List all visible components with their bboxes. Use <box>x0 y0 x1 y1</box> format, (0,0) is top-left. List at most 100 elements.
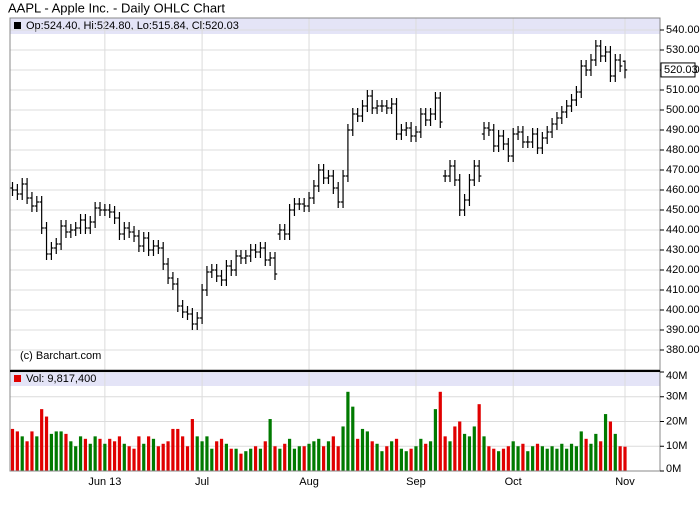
volume-bar <box>584 438 588 471</box>
volume-bar <box>467 436 472 471</box>
volume-bar <box>185 446 190 471</box>
volume-bar <box>599 441 603 471</box>
volume-bar <box>312 441 316 471</box>
volume-bar <box>239 453 243 471</box>
volume-y-tick-label: 0M <box>666 463 681 475</box>
y-tick-label: 420.00 <box>666 264 700 276</box>
volume-bar <box>448 441 452 471</box>
volume-bar <box>326 441 331 471</box>
volume-y-tick-label: 20M <box>666 415 687 427</box>
volume-bar <box>370 441 374 471</box>
volume-bar <box>424 443 428 471</box>
volume-bar <box>404 451 408 471</box>
volume-bar <box>171 428 175 471</box>
volume-bar <box>360 428 365 471</box>
last-price-label: 520.03 <box>664 64 698 76</box>
volume-bar <box>492 448 496 471</box>
volume-bar <box>589 443 593 471</box>
volume-bar <box>74 446 78 471</box>
volume-bar <box>229 448 233 471</box>
y-tick-label: 460.00 <box>666 184 700 196</box>
volume-bar <box>205 436 209 471</box>
y-tick-label: 490.00 <box>666 124 700 136</box>
volume-bar <box>224 443 228 471</box>
volume-bar <box>443 436 447 471</box>
y-tick-label: 500.00 <box>666 104 700 116</box>
volume-bar <box>472 426 476 471</box>
volume-bar <box>462 433 467 471</box>
volume-bar <box>15 431 19 471</box>
volume-bar <box>497 451 501 471</box>
volume-bar <box>137 436 141 471</box>
volume-bar <box>390 441 394 471</box>
volume-bar <box>526 451 530 471</box>
volume-bar <box>511 441 515 471</box>
volume-bar <box>356 438 360 471</box>
volume-bar <box>618 446 622 471</box>
credit: (c) Barchart.com <box>20 350 101 362</box>
volume-bar <box>142 443 146 471</box>
volume-bar <box>83 438 88 471</box>
x-tick-label: Nov <box>615 476 635 488</box>
y-tick-label: 400.00 <box>666 304 700 316</box>
x-tick-label: Aug <box>299 476 319 488</box>
volume-bar <box>482 436 486 471</box>
volume-bar <box>477 404 481 471</box>
volume-bar <box>307 443 311 471</box>
volume-bar <box>273 446 277 471</box>
volume-bar <box>501 448 506 471</box>
volume-bar <box>535 443 540 471</box>
volume-bar <box>322 446 326 471</box>
volume-bar <box>40 409 44 471</box>
volume-bar <box>506 446 510 471</box>
volume-bar <box>531 446 535 471</box>
volume-bar <box>287 438 292 471</box>
volume-y-tick-label: 30M <box>666 391 687 403</box>
volume-bar <box>78 436 83 471</box>
volume-bar <box>608 421 613 471</box>
volume-legend-swatch <box>14 375 21 382</box>
y-tick-label: 480.00 <box>666 144 700 156</box>
y-tick-label: 510.00 <box>666 84 700 96</box>
y-tick-label: 430.00 <box>666 244 700 256</box>
volume-label: Vol: 9,817,400 <box>26 373 96 385</box>
volume-bar <box>181 436 185 471</box>
volume-bar <box>210 448 214 471</box>
volume-bar <box>317 438 321 471</box>
volume-bar <box>93 436 97 471</box>
volume-bar <box>365 431 369 471</box>
last-price-box <box>660 62 696 78</box>
volume-bar <box>540 446 544 471</box>
volume-bar <box>458 421 462 471</box>
volume-bar <box>103 443 107 471</box>
volume-bar <box>394 438 399 471</box>
volume-bar <box>117 436 122 471</box>
volume-bar <box>20 436 24 471</box>
volume-bar <box>88 443 92 471</box>
volume-bar <box>297 446 301 471</box>
x-tick-label: Oct <box>505 476 522 488</box>
y-tick-label: 530.00 <box>666 44 700 56</box>
price-info: Op:524.40, Hi:524.80, Lo:515.84, Cl:520.… <box>26 20 239 32</box>
volume-bar <box>521 443 525 471</box>
volume-bar <box>292 448 297 471</box>
volume-bar <box>10 428 15 471</box>
volume-bar <box>428 441 433 471</box>
volume-bar <box>215 441 219 471</box>
volume-bar <box>278 448 282 471</box>
volume-bar <box>565 448 569 471</box>
y-tick-label: 470.00 <box>666 164 700 176</box>
volume-bar <box>351 406 355 471</box>
volume-bar <box>132 448 136 471</box>
volume-bar <box>336 446 340 471</box>
x-tick-label: Jul <box>195 476 209 488</box>
volume-bar <box>414 446 418 471</box>
volume-bar <box>244 451 248 471</box>
volume-bar <box>385 446 389 471</box>
y-tick-label: 390.00 <box>666 324 700 336</box>
volume-bar <box>594 433 598 471</box>
volume-bar <box>258 448 263 471</box>
volume-bar <box>98 438 102 471</box>
volume-bar <box>409 448 413 471</box>
